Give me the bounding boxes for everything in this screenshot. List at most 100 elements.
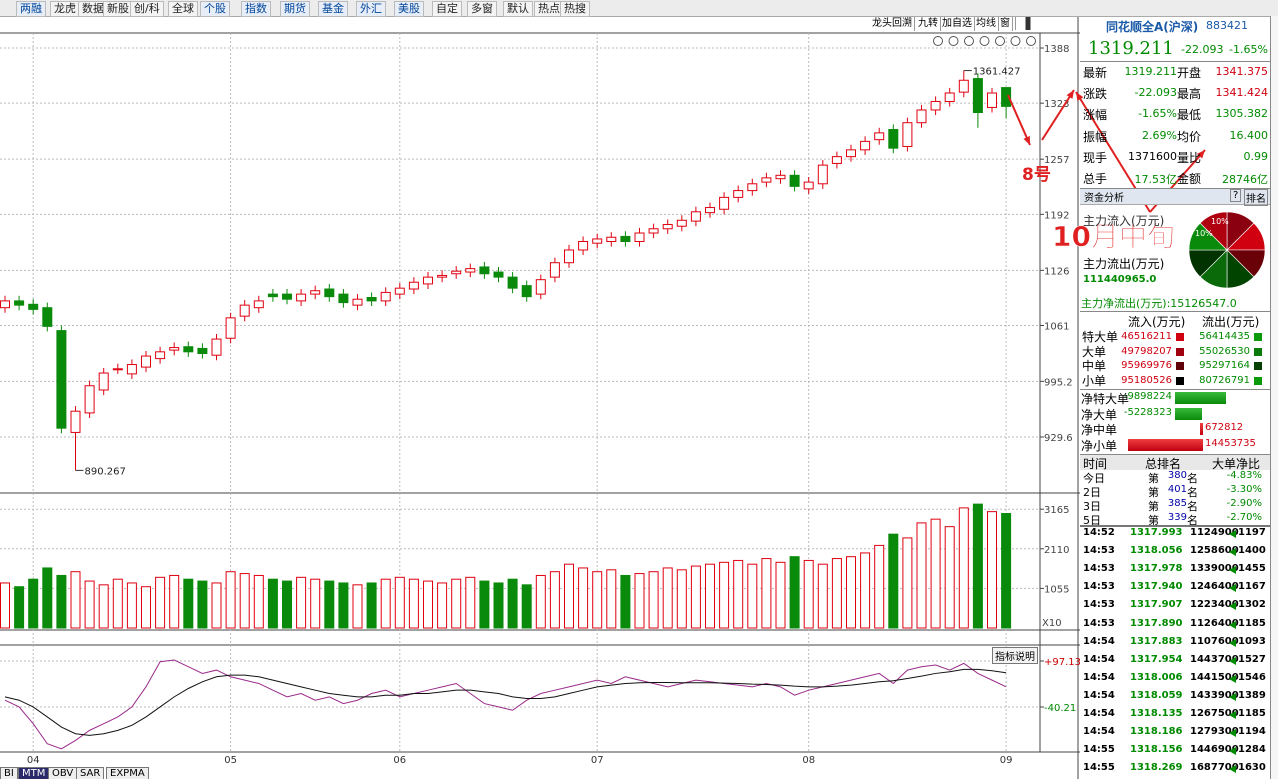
chart-tool-icons[interactable]	[1015, 17, 1040, 30]
toolbar-tab[interactable]: 龙虎	[50, 1, 80, 17]
candle-body	[831, 156, 842, 164]
candle-body	[282, 293, 292, 300]
tick-time: 14:53	[1083, 563, 1115, 575]
toolbar-tab[interactable]: 多窗	[467, 1, 497, 17]
rank-prefix: 第	[1148, 472, 1159, 485]
tick-price: 1318.059	[1130, 689, 1183, 701]
volume-bar	[451, 578, 462, 629]
indicator-tab[interactable]: MTM	[18, 767, 50, 779]
candle-body	[493, 271, 504, 278]
chart-tool[interactable]: 窗	[1000, 17, 1013, 31]
indicator-tab[interactable]: BI	[0, 767, 18, 779]
candle-body	[141, 355, 151, 368]
fund-help[interactable]: ?	[1230, 189, 1242, 202]
indicator-tab[interactable]: OBV	[48, 767, 78, 779]
chart-tool[interactable]: 九转	[918, 17, 941, 31]
candle-body	[479, 266, 490, 275]
sep	[1080, 389, 1270, 390]
tick-price: 1317.907	[1130, 599, 1183, 611]
fund-rank[interactable]: 排名	[1244, 189, 1268, 206]
indicator-help[interactable]: 指标说明	[992, 647, 1038, 664]
net-bar	[1199, 423, 1203, 435]
net-label: 净中单	[1081, 423, 1118, 437]
tick-volume: 1258600	[1190, 545, 1239, 557]
toolbar-tab[interactable]: 基金	[318, 1, 348, 17]
tick-time: 14:53	[1083, 545, 1115, 557]
volume-bar	[324, 580, 335, 629]
quote-value: 16.400	[1229, 128, 1269, 142]
candle-body	[394, 287, 405, 295]
volume-bar	[98, 584, 109, 629]
candle-body	[98, 372, 109, 391]
rank-ratio: -4.83%	[1226, 470, 1262, 481]
indicator-tab[interactable]: SAR	[76, 767, 105, 779]
toolbar-tab[interactable]: 新股	[103, 1, 133, 17]
tick-arrow	[1229, 530, 1236, 538]
volume-bar	[761, 558, 772, 629]
volume-bar	[578, 567, 589, 629]
toolbar-tab[interactable]: 两融	[16, 1, 46, 17]
y-tick-label: 1126	[1044, 266, 1069, 277]
rank-prefix: 第	[1148, 514, 1159, 527]
tick-time: 14:54	[1083, 726, 1115, 738]
toolbar-tab[interactable]: 外汇	[356, 1, 386, 17]
toolbar-tab[interactable]: 创/科	[130, 1, 164, 17]
net-label: 净大单	[1081, 407, 1118, 422]
x-tick-label: 09	[1000, 755, 1013, 766]
rank-suffix: 名	[1187, 514, 1198, 527]
tick-arrow	[1229, 711, 1236, 719]
tick-arrow	[1229, 548, 1236, 557]
indicator-tab[interactable]: EXPMA	[106, 767, 149, 779]
tick-value: 1400	[1238, 545, 1266, 557]
rank-ratio: -2.90%	[1226, 498, 1262, 509]
candle-body	[211, 338, 222, 356]
quote-label: 最低	[1177, 108, 1202, 123]
tick-value: 1194	[1238, 726, 1266, 738]
sep	[1080, 525, 1270, 527]
toolbar-tab[interactable]: 默认	[503, 1, 533, 17]
high-label: 1361.427	[973, 67, 1021, 78]
candle-body	[930, 100, 941, 111]
candle-body	[42, 307, 53, 327]
volume-bar	[803, 559, 814, 629]
order-in-swatch	[1176, 376, 1184, 385]
order-in: 95969976	[1121, 360, 1172, 371]
order-out-swatch	[1254, 347, 1262, 356]
tick-price: 1318.056	[1130, 545, 1183, 557]
candle-body	[155, 351, 166, 360]
toolbar-tab[interactable]: 美股	[394, 1, 424, 17]
toolbar-tab[interactable]: 热搜	[560, 1, 590, 17]
tick-value: 1197	[1238, 527, 1266, 538]
toolbar-tab[interactable]: 个股	[200, 1, 230, 17]
candle-body	[253, 300, 264, 309]
volume-bar	[705, 563, 715, 629]
pie-label: 10%	[1211, 217, 1229, 226]
volume-bar	[535, 574, 546, 629]
volume-bar	[253, 574, 264, 629]
quote-value: 2.69%	[1142, 128, 1177, 142]
toolbar-tab[interactable]: 热点	[534, 1, 564, 17]
toolbar-tab[interactable]: 期货	[280, 1, 310, 17]
volume-bar	[817, 563, 828, 629]
tick-value: 1455	[1238, 563, 1266, 575]
tick-time: 14:54	[1083, 689, 1115, 701]
toolbar-tab[interactable]: 自定	[432, 1, 462, 17]
toolbar-tab[interactable]: 全球	[168, 1, 198, 17]
volume-bar	[930, 518, 941, 629]
tick-arrow	[1229, 674, 1236, 683]
candle-body	[84, 385, 95, 414]
candle-body	[987, 92, 997, 108]
tick-volume: 1339000	[1190, 563, 1239, 575]
chart-tool[interactable]: 龙头回溯	[872, 17, 915, 31]
tick-volume: 1267500	[1190, 708, 1239, 719]
tick-arrow	[1229, 584, 1236, 593]
volume-bar	[479, 580, 490, 629]
order-out-swatch	[1254, 362, 1262, 370]
chart-tool[interactable]: 均线	[976, 17, 999, 31]
quote-pct: -1.65%	[1229, 43, 1268, 56]
x-tick-label: 08	[802, 755, 815, 766]
toolbar-tab[interactable]: 指数	[241, 1, 271, 17]
tick-arrow	[1229, 729, 1236, 738]
chart-tool[interactable]: 加自选	[942, 17, 975, 31]
rank-header: 大单净比	[1212, 457, 1261, 471]
